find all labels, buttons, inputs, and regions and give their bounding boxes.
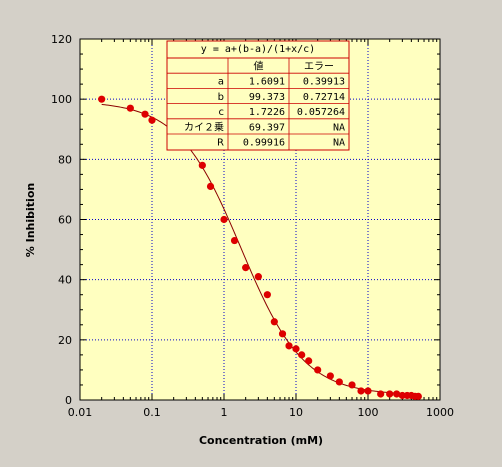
data-point xyxy=(326,372,334,380)
data-point xyxy=(220,215,228,224)
axis-ticks xyxy=(79,38,441,401)
y-tick-label: 100 xyxy=(51,93,72,106)
fit-table-cell: 99.373 xyxy=(249,92,285,103)
data-point xyxy=(141,110,149,118)
x-tick-label: 1000 xyxy=(426,406,454,419)
data-point xyxy=(414,392,422,400)
data-point xyxy=(230,236,239,245)
fit-table-cell: b xyxy=(218,92,224,103)
x-tick-label: 0.01 xyxy=(68,406,93,419)
x-tick-labels: 0.01 0.1 1 10 100 1000 xyxy=(68,406,454,419)
y-tick-label: 80 xyxy=(58,153,72,166)
x-tick-label: 1 xyxy=(221,406,228,419)
fit-table-cell: 1.6091 xyxy=(249,77,285,88)
data-point xyxy=(305,357,313,365)
data-point xyxy=(298,351,306,359)
data-point xyxy=(254,273,262,281)
fit-table-cell: 69.397 xyxy=(249,122,285,133)
data-point xyxy=(126,104,134,112)
fit-table-cell: NA xyxy=(333,138,345,149)
data-point xyxy=(98,95,106,103)
fit-results-table: y = a+(b-a)/(1+x/c) 値 エラー a 1.6091 0.39913 b 9… xyxy=(166,40,350,151)
fit-table-cell: R xyxy=(217,138,224,149)
x-tick-label: 100 xyxy=(358,406,379,419)
data-point xyxy=(364,387,372,395)
y-tick-label: 0 xyxy=(65,394,72,407)
data-point xyxy=(198,161,206,169)
fit-table-cell: 0.99916 xyxy=(243,138,285,149)
data-point xyxy=(278,330,287,338)
fit-table-cell: 1.7226 xyxy=(249,107,285,118)
data-point xyxy=(357,387,365,395)
x-tick-label: 10 xyxy=(289,406,303,419)
data-point xyxy=(335,378,343,386)
x-axis-title: Concentration (mM) xyxy=(199,434,323,447)
fit-table-cell: 0.057264 xyxy=(297,107,345,118)
data-point xyxy=(314,366,322,374)
data-point xyxy=(148,116,156,124)
data-point xyxy=(377,390,385,398)
y-tick-labels: 0 20 40 60 80 100 120 xyxy=(51,33,72,407)
fit-table-cell: NA xyxy=(333,122,345,133)
fit-table-cell: 0.39913 xyxy=(303,77,345,88)
data-point xyxy=(386,390,394,398)
fit-table-cell: c xyxy=(219,107,225,118)
fit-table-cell: a xyxy=(218,77,224,88)
data-point xyxy=(285,342,293,350)
data-point xyxy=(263,291,271,299)
data-point xyxy=(270,318,278,326)
data-point xyxy=(393,390,401,398)
data-point xyxy=(348,381,356,389)
y-tick-label: 20 xyxy=(58,334,72,347)
x-tick-label: 0.1 xyxy=(143,406,161,419)
data-point xyxy=(242,264,250,272)
fit-equation: y = a+(b-a)/(1+x/c) xyxy=(201,44,315,55)
data-point xyxy=(292,345,300,353)
fit-table-cell: 0.72714 xyxy=(303,92,345,103)
data-point xyxy=(206,182,215,191)
y-axis-title: % Inhibition xyxy=(24,183,37,257)
fit-table-header-cell: 値 xyxy=(254,60,264,73)
y-tick-label: 120 xyxy=(51,33,72,46)
y-tick-label: 40 xyxy=(58,274,72,287)
y-tick-label: 60 xyxy=(58,214,72,227)
fit-table-cell: カイ２乗 xyxy=(184,121,224,133)
fit-table-header-cell: エラー xyxy=(304,61,334,73)
